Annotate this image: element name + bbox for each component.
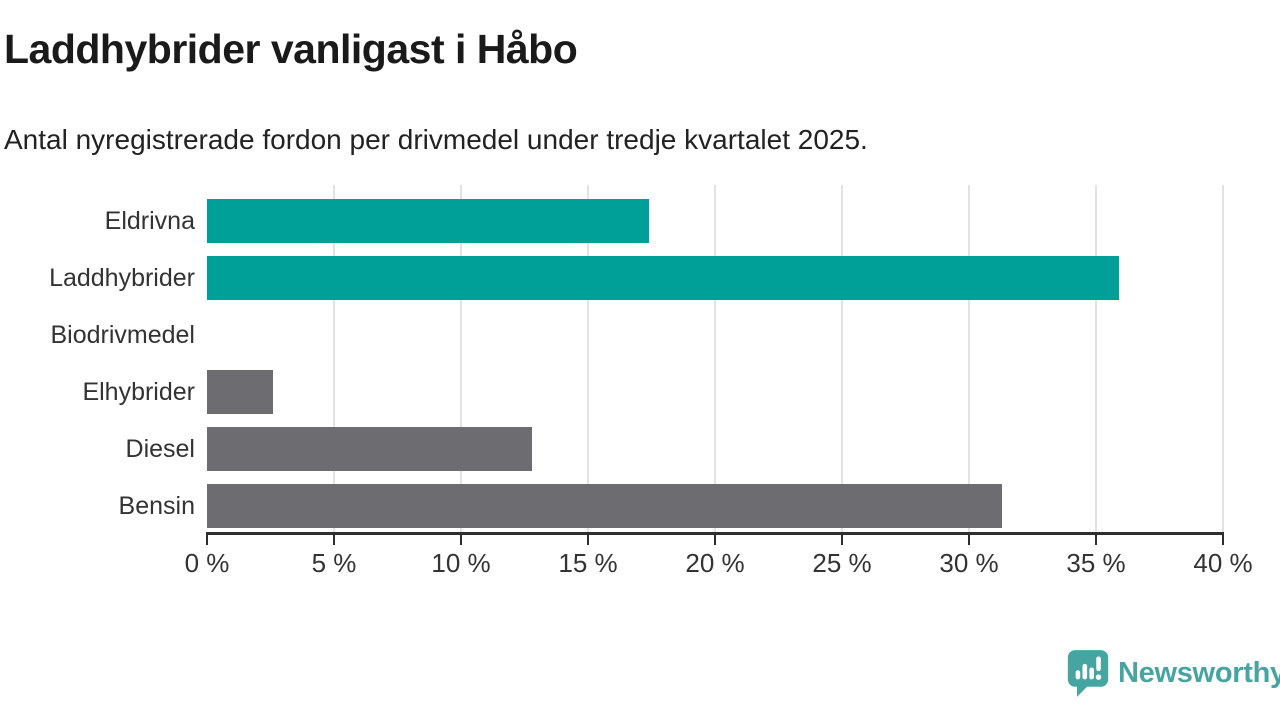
category-label-biodrivmedel: Biodrivmedel [50,321,195,349]
gridline [968,185,970,533]
x-axis-line [206,532,1224,535]
y-axis-labels: Eldrivna Laddhybrider Biodrivmedel Elhybrid… [0,185,195,535]
x-axis-tick [1222,535,1224,545]
gridline [333,185,335,533]
x-axis-tick-label: 0 % [184,548,230,578]
bar-elhybrider [207,370,274,414]
bar-diesel [207,427,533,471]
plot-area: 0 % 5 % 10 % 15 % 20 % 25 % 30 % 35 % 40 % [185,185,1253,578]
x-axis-tick-label: 30 % [939,548,999,578]
gridline [587,185,589,533]
gridline [714,185,716,533]
x-axis-tick-label: 35 % [1066,548,1126,578]
gridline [841,185,843,533]
x-axis-tick-label: 10 % [431,548,491,578]
x-axis-tick [206,535,208,545]
category-label-laddhybrider: Laddhybrider [49,264,195,292]
gridline [1095,185,1097,533]
brand-name: Newsworthy [1118,656,1280,689]
newsworthy-logo-icon [1067,650,1109,697]
bar-eldrivna [207,199,649,243]
x-axis-tick [587,535,589,545]
x-axis-tick-label: 5 % [311,548,357,578]
x-axis-tick [968,535,970,545]
x-axis-tick [1095,535,1097,545]
x-axis-tick-label: 20 % [685,548,745,578]
brand-footer: Newsworthy [1066,648,1280,698]
category-label-diesel: Diesel [125,435,195,463]
x-axis-tick [841,535,843,545]
category-label-bensin: Bensin [118,492,195,520]
x-axis-tick [333,535,335,545]
chart-title: Laddhybrider vanligast i Håbo [4,26,578,72]
gridline [1222,185,1224,533]
category-label-eldrivna: Eldrivna [104,207,195,235]
x-axis-tick-label: 40 % [1193,548,1253,578]
gridline [460,185,462,533]
x-axis-tick-label: 25 % [812,548,872,578]
bar-bensin [207,484,1003,528]
bar-laddhybrider [207,256,1119,300]
chart-subtitle: Antal nyregistrerade fordon per drivmede… [4,124,868,155]
x-axis-tick [714,535,716,545]
category-label-elhybrider: Elhybrider [82,378,195,406]
x-axis-tick [460,535,462,545]
x-axis-tick-label: 15 % [558,548,618,578]
